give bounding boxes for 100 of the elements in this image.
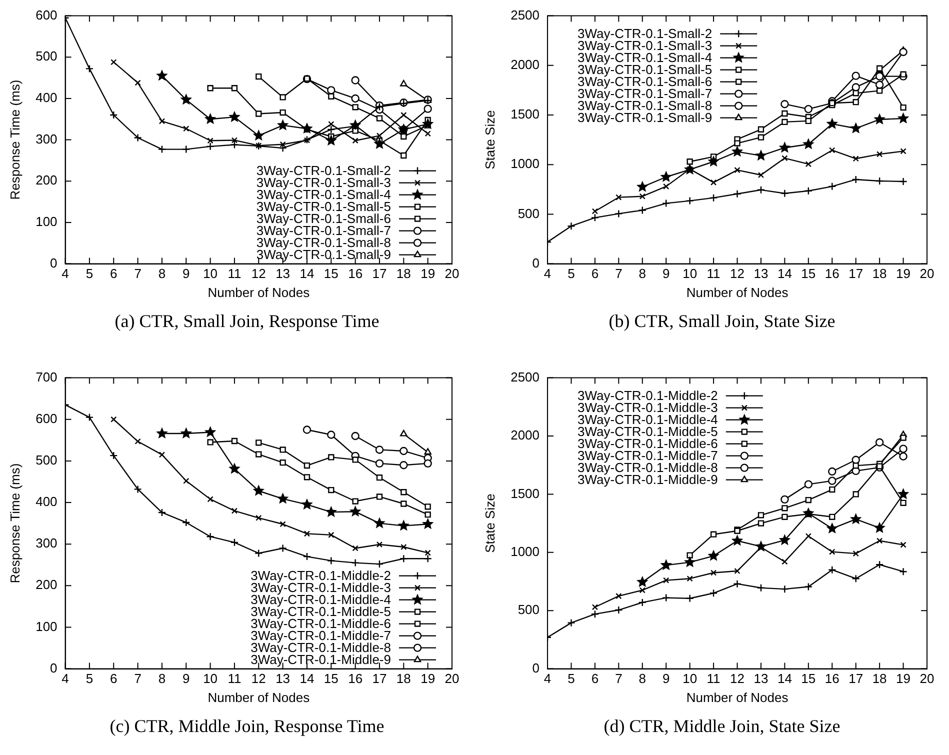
x-tick-label: 14 [300, 266, 314, 282]
y-tick-label: 0 [532, 255, 540, 270]
x-tick-label: 9 [182, 266, 190, 282]
y-tick-label: 300 [36, 131, 58, 146]
x-tick-label: 20 [444, 266, 460, 282]
text: (a) CTR, Small Join, Response Time [114, 311, 380, 332]
x-tick-label: 14 [300, 671, 314, 686]
x-tick-label: 14 [777, 266, 792, 282]
y-tick-label: 0 [50, 255, 58, 270]
y-tick-label: 600 [36, 410, 58, 426]
x-tick-label: 13 [276, 266, 290, 282]
x-tick-label: 13 [754, 266, 768, 282]
x-tick-label: 15 [324, 671, 338, 686]
x-tick-label: 8 [638, 266, 646, 282]
y-tick-label: 1000 [510, 156, 540, 172]
x-tick-label: 17 [848, 266, 864, 282]
x-tick-label: 9 [662, 266, 670, 282]
x-tick-label: 14 [777, 671, 792, 686]
legend-label: 3Way-CTR-0.1-Middle-2 [250, 568, 391, 583]
y-tick-label: 1500 [510, 106, 540, 122]
y-tick-label: 2500 [510, 7, 540, 22]
text: (b) CTR, Small Join, State Size [608, 311, 836, 332]
y-tick-label: 500 [518, 602, 540, 618]
y-axis-title: State Size [482, 494, 498, 553]
y-tick-label: 1000 [510, 544, 540, 559]
y-tick-label: 0 [50, 660, 58, 676]
y-tick-label: 500 [36, 452, 58, 468]
x-tick-label: 16 [348, 671, 363, 686]
text: (d) CTR, Middle Join, State Size [602, 716, 842, 737]
x-tick-label: 20 [920, 671, 934, 686]
x-axis-title: Number of Nodes [686, 690, 789, 705]
y-tick-label: 100 [36, 618, 58, 634]
x-tick-label: 10 [203, 266, 218, 282]
x-tick-label: 8 [638, 671, 646, 686]
x-tick-label: 15 [801, 266, 816, 282]
x-axis-title: Number of Nodes [208, 690, 310, 705]
x-tick-label: 4 [544, 266, 552, 282]
y-tick-label: 2000 [510, 56, 540, 72]
x-tick-label: 16 [348, 266, 363, 282]
y-axis-title: Response Time (ms) [7, 463, 22, 584]
x-tick-label: 17 [848, 671, 864, 686]
x-tick-label: 7 [615, 671, 622, 686]
x-tick-label: 10 [682, 266, 698, 282]
y-tick-label: 500 [518, 206, 540, 221]
legend-label: 3Way-CTR-0.1-Middle-2 [578, 388, 718, 403]
x-tick-label: 5 [568, 671, 575, 686]
x-axis-title: Number of Nodes [686, 284, 789, 300]
x-tick-label: 17 [372, 266, 387, 282]
x-tick-label: 9 [662, 671, 670, 686]
y-tick-label: 100 [36, 214, 58, 230]
x-tick-label: 15 [324, 266, 338, 282]
y-tick-label: 2000 [510, 428, 540, 443]
x-tick-label: 19 [420, 266, 436, 282]
x-tick-label: 8 [158, 671, 166, 686]
y-tick-label: 0 [532, 660, 540, 676]
x-tick-label: 11 [228, 266, 242, 282]
y-tick-label: 500 [36, 48, 58, 64]
x-tick-label: 4 [62, 266, 69, 282]
x-tick-label: 11 [706, 266, 720, 282]
y-tick-label: 2500 [510, 369, 540, 384]
y-axis-title: Response Time (ms) [7, 80, 22, 200]
x-tick-label: 7 [134, 671, 142, 686]
x-tick-label: 7 [134, 266, 142, 282]
y-tick-label: 400 [36, 90, 58, 106]
x-tick-label: 10 [682, 671, 698, 686]
x-tick-label: 4 [544, 671, 552, 686]
x-tick-label: 16 [824, 671, 840, 686]
x-tick-label: 20 [444, 671, 460, 686]
x-tick-label: 5 [86, 266, 94, 282]
x-tick-label: 20 [920, 266, 934, 282]
x-tick-label: 13 [276, 671, 290, 686]
x-tick-label: 19 [896, 266, 911, 282]
x-tick-label: 6 [110, 266, 118, 282]
x-tick-label: 19 [896, 671, 911, 686]
legend-label: 3Way-CTR-0.1-Small-2 [578, 26, 712, 41]
x-tick-label: 6 [591, 266, 599, 282]
y-tick-label: 300 [36, 536, 58, 551]
y-tick-label: 400 [36, 494, 58, 510]
x-tick-label: 19 [420, 671, 436, 686]
x-tick-label: 15 [801, 671, 816, 686]
text: (c) CTR, Middle Join, Response Time [108, 716, 386, 737]
y-tick-label: 200 [36, 577, 58, 592]
x-tick-label: 10 [203, 671, 218, 686]
y-axis-title: State Size [482, 110, 498, 170]
x-tick-label: 12 [730, 266, 744, 282]
x-tick-label: 12 [251, 266, 266, 282]
x-tick-label: 18 [872, 671, 887, 686]
x-axis-title: Number of Nodes [208, 284, 310, 300]
y-tick-label: 700 [36, 369, 58, 384]
x-tick-label: 6 [591, 671, 599, 686]
x-tick-label: 13 [754, 671, 768, 686]
x-tick-label: 18 [396, 266, 411, 282]
x-tick-label: 8 [158, 266, 166, 282]
x-tick-label: 7 [615, 266, 622, 282]
x-tick-label: 16 [824, 266, 840, 282]
y-tick-label: 1500 [510, 486, 540, 501]
x-tick-label: 11 [228, 671, 242, 686]
y-tick-label: 200 [36, 172, 58, 188]
x-tick-label: 5 [86, 671, 94, 686]
y-tick-label: 600 [36, 7, 58, 22]
